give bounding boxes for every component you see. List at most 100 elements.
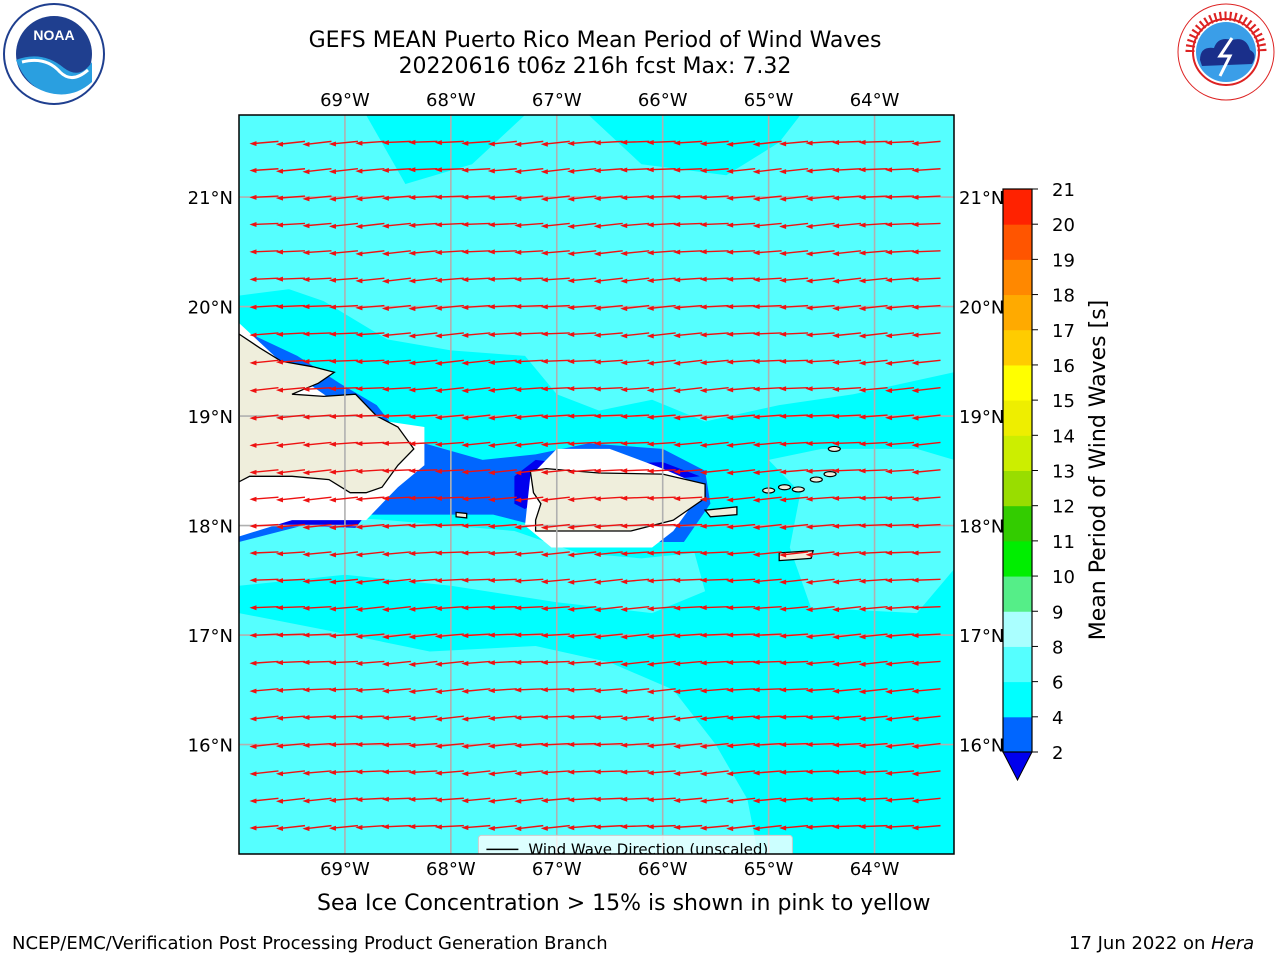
wave-direction-arrow-head: [726, 715, 734, 721]
wave-direction-arrow-head: [302, 497, 310, 503]
wave-direction-arrow: [729, 414, 756, 419]
wave-direction-arrow: [411, 688, 438, 693]
wave-direction-arrow-head: [355, 687, 363, 693]
wave-direction-arrow: [437, 551, 464, 554]
colorbar-tick-label: 4: [1052, 708, 1063, 729]
wave-direction-arrow-head: [752, 742, 760, 748]
wave-direction-arrow-head: [620, 441, 628, 447]
wave-direction-arrow: [543, 195, 570, 200]
wave-direction-arrow: [729, 633, 756, 636]
wave-direction-arrow-head: [275, 331, 283, 337]
wave-direction-arrow: [649, 277, 676, 282]
wave-direction-arrow-head: [461, 716, 469, 722]
wave-direction-arrow-head: [646, 797, 654, 803]
wave-direction-arrow-head: [434, 633, 442, 639]
wave-direction-arrow-head: [514, 169, 522, 175]
wave-direction-arrow: [517, 195, 544, 200]
wave-direction-arrow: [437, 387, 464, 392]
wave-direction-arrow-head: [328, 358, 336, 364]
wave-direction-arrow-head: [434, 468, 442, 474]
wave-direction-arrow: [782, 441, 809, 445]
wave-direction-arrow-head: [885, 495, 893, 501]
wave-direction-arrow: [755, 195, 782, 200]
wave-direction-arrow-head: [381, 551, 389, 557]
wave-direction-arrow-head: [593, 413, 601, 419]
map-frame: [238, 114, 955, 855]
wave-direction-arrow-head: [302, 742, 310, 748]
wave-direction-arrow: [331, 168, 359, 173]
wave-direction-arrow: [887, 770, 915, 775]
wave-direction-arrow-head: [646, 523, 654, 529]
wave-direction-arrow-head: [408, 743, 416, 749]
wave-direction-arrow: [570, 304, 597, 309]
wave-direction-arrow-head: [620, 579, 628, 585]
wave-direction-arrow-head: [461, 744, 469, 750]
wave-direction-arrow: [331, 414, 358, 418]
wave-direction-arrow-head: [461, 388, 469, 394]
wave-direction-arrow-head: [832, 661, 840, 667]
wave-direction-arrow-head: [514, 770, 522, 776]
wave-direction-arrow: [252, 496, 279, 500]
wave-direction-arrow: [278, 742, 306, 747]
wave-direction-arrow: [358, 250, 385, 255]
colorbar-segment: [1003, 611, 1032, 647]
wave-direction-arrow-head: [328, 250, 336, 256]
wave-direction-arrow-head: [752, 169, 760, 175]
wave-direction-arrow: [835, 441, 862, 445]
wave-direction-arrow: [887, 688, 915, 693]
wave-direction-arrow-head: [514, 276, 522, 282]
wave-period-band-6-8: [768, 448, 954, 614]
wave-direction-arrow-head: [355, 332, 363, 338]
lat-tick-label-left: 20°N: [188, 298, 233, 319]
wave-direction-arrow-head: [779, 660, 787, 666]
wave-direction-arrow-head: [540, 442, 548, 448]
wave-direction-arrow-head: [487, 168, 495, 174]
wave-direction-arrow: [464, 605, 491, 609]
wave-direction-arrow-head: [461, 221, 469, 227]
wave-direction-arrow-head: [620, 661, 628, 667]
wave-direction-arrow-head: [620, 523, 628, 529]
wave-direction-arrow: [914, 222, 941, 226]
wave-direction-arrow-head: [461, 332, 469, 338]
wave-direction-arrow-head: [832, 167, 840, 173]
colorbar-tick-label: 6: [1052, 673, 1063, 694]
wave-direction-arrow: [596, 824, 623, 828]
wave-direction-arrow: [729, 496, 756, 501]
wave-direction-arrow: [834, 277, 862, 282]
wave-direction-arrow: [649, 605, 676, 610]
wave-direction-arrow: [384, 770, 411, 773]
wave-direction-arrow: [570, 660, 597, 664]
wave-direction-arrow: [437, 496, 464, 500]
wave-direction-arrow-head: [593, 715, 601, 721]
wave-direction-arrow: [570, 770, 597, 773]
wave-direction-arrow: [755, 414, 782, 418]
wave-direction-arrow-head: [620, 139, 628, 145]
wave-direction-arrow: [808, 824, 835, 828]
wave-direction-arrow: [861, 496, 888, 499]
wave-direction-arrow: [305, 140, 332, 146]
wave-direction-arrow-head: [567, 305, 575, 311]
wave-direction-arrow: [834, 304, 862, 310]
wave-direction-arrow: [252, 414, 279, 419]
wave-direction-arrow-head: [461, 360, 469, 366]
wave-direction-arrow: [305, 578, 332, 583]
wave-direction-arrow-head: [752, 525, 760, 531]
wave-direction-arrow: [914, 742, 941, 748]
colorbar-segment: [1003, 294, 1032, 331]
wave-direction-arrow: [649, 742, 676, 747]
lat-tick-label-right: 16°N: [959, 736, 1004, 757]
wave-direction-arrow: [861, 660, 888, 666]
wave-direction-arrow: [835, 195, 862, 199]
wave-direction-arrow: [649, 523, 676, 527]
wave-direction-arrow-head: [249, 360, 257, 366]
wave-direction-arrow: [358, 359, 385, 363]
wave-direction-arrow-head: [779, 469, 787, 475]
wave-direction-arrow-head: [805, 332, 813, 338]
wave-direction-arrow: [517, 633, 544, 636]
wave-direction-arrow-head: [885, 167, 893, 173]
wave-direction-arrow-head: [646, 689, 654, 695]
wave-direction-arrow-head: [514, 497, 522, 503]
wave-direction-arrow-head: [381, 305, 389, 311]
wave-direction-arrow-head: [275, 387, 283, 393]
wave-direction-arrow: [702, 578, 729, 581]
